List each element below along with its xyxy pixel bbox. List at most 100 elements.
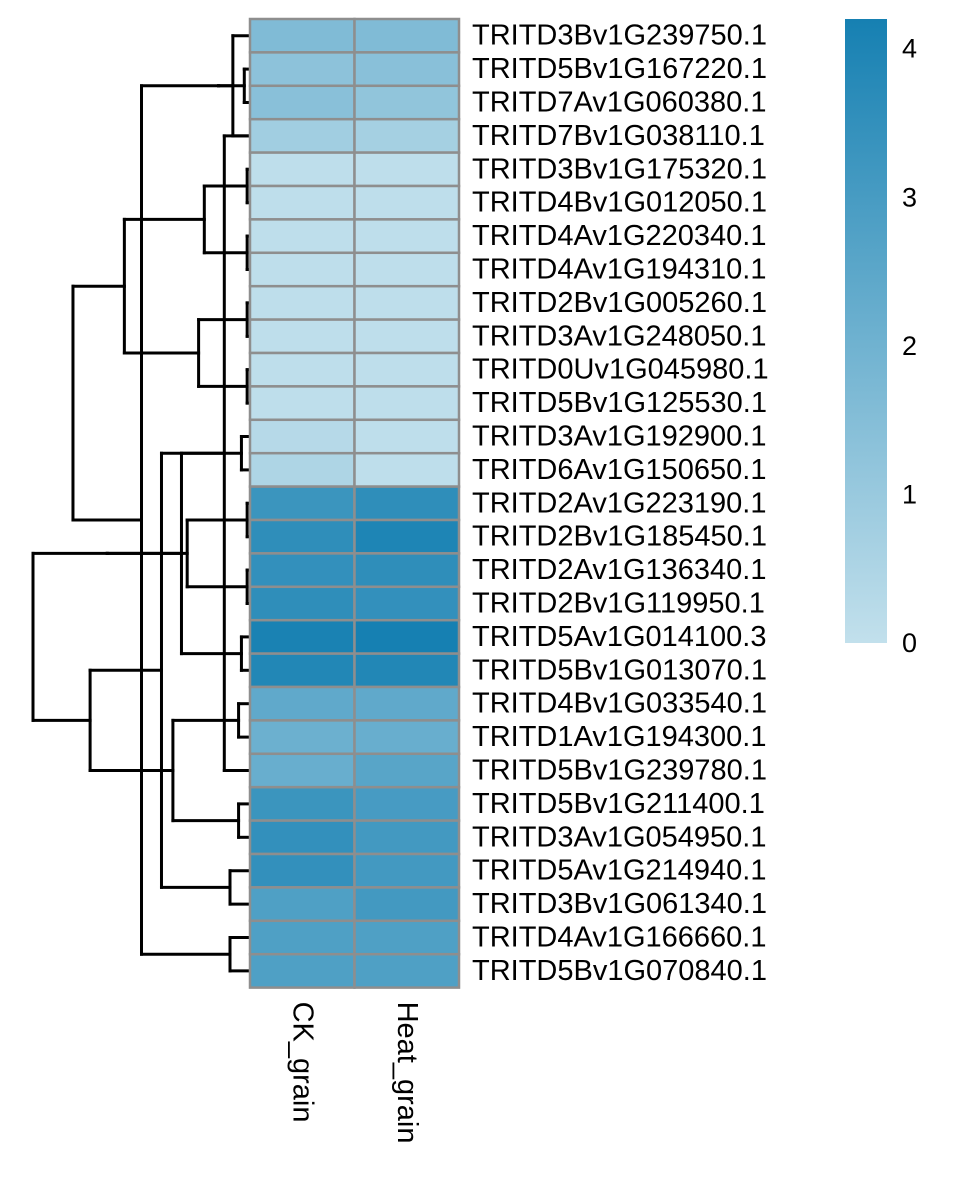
legend-tick-label: 4 bbox=[902, 34, 917, 64]
heatmap-cell bbox=[248, 51, 356, 88]
row-dendrogram bbox=[31, 34, 252, 973]
heatmap-cell bbox=[353, 652, 461, 689]
legend-tick-label: 0 bbox=[902, 628, 917, 658]
heatmap-cell bbox=[353, 819, 461, 856]
heatmap-cell bbox=[353, 51, 461, 88]
heatmap-cell bbox=[248, 351, 356, 388]
legend-ticks: 0 1 2 3 4 bbox=[902, 34, 917, 658]
heatmap-cell bbox=[353, 151, 461, 188]
row-label: TRITD5Bv1G070840.1 bbox=[472, 955, 767, 987]
heatmap-cell bbox=[248, 785, 356, 822]
row-label: TRITD3Bv1G175320.1 bbox=[472, 153, 767, 185]
row-label: TRITD4Bv1G012050.1 bbox=[472, 187, 767, 219]
heatmap-cell bbox=[248, 886, 356, 923]
heatmap-cell bbox=[248, 485, 356, 522]
heatmap-cell bbox=[353, 685, 461, 722]
heatmap-cell bbox=[353, 752, 461, 789]
row-label: TRITD2Av1G223190.1 bbox=[472, 487, 766, 519]
heatmap-cell bbox=[248, 84, 356, 121]
heatmap-cell bbox=[353, 785, 461, 822]
heatmap-cell bbox=[353, 451, 461, 488]
row-label: TRITD5Bv1G167220.1 bbox=[472, 53, 767, 85]
heatmap-cell bbox=[353, 218, 461, 255]
heatmap-cell bbox=[248, 919, 356, 956]
heatmap-cell bbox=[248, 184, 356, 221]
row-label: TRITD0Uv1G045980.1 bbox=[472, 354, 769, 386]
row-label: TRITD2Bv1G185450.1 bbox=[472, 521, 767, 553]
row-label: TRITD3Av1G054950.1 bbox=[472, 821, 766, 853]
heatmap-cell bbox=[353, 418, 461, 455]
heatmap-cell bbox=[353, 251, 461, 288]
heatmap-cell bbox=[353, 919, 461, 956]
row-label: TRITD7Bv1G038110.1 bbox=[472, 120, 765, 152]
heatmap-cell bbox=[353, 84, 461, 121]
legend-tick-label: 2 bbox=[902, 331, 917, 361]
heatmap-cell bbox=[248, 685, 356, 722]
heatmap-cell bbox=[248, 418, 356, 455]
row-label: TRITD5Bv1G125530.1 bbox=[472, 387, 767, 419]
row-label: TRITD3Bv1G061340.1 bbox=[472, 888, 767, 920]
row-label: TRITD5Bv1G013070.1 bbox=[472, 654, 767, 686]
heatmap-cell bbox=[248, 585, 356, 622]
row-label: TRITD5Av1G014100.3 bbox=[472, 621, 766, 653]
row-label: TRITD4Av1G220340.1 bbox=[472, 220, 766, 252]
heatmap-cell bbox=[248, 819, 356, 856]
row-label: TRITD6Av1G150650.1 bbox=[472, 454, 766, 486]
color-legend: 0 1 2 3 4 bbox=[845, 19, 917, 658]
heatmap-cell bbox=[248, 952, 356, 989]
row-label: TRITD5Bv1G211400.1 bbox=[472, 788, 765, 820]
heatmap-cell bbox=[353, 585, 461, 622]
row-label: TRITD1Av1G194300.1 bbox=[472, 721, 766, 753]
heatmap-cell bbox=[248, 218, 356, 255]
legend-tick-label: 1 bbox=[902, 479, 917, 509]
row-label: TRITD3Av1G192900.1 bbox=[472, 421, 766, 453]
heatmap-cell bbox=[248, 752, 356, 789]
row-label: TRITD4Bv1G033540.1 bbox=[472, 688, 767, 720]
heatmap-cell bbox=[248, 518, 356, 555]
row-label: TRITD4Av1G166660.1 bbox=[472, 922, 766, 954]
row-label: TRITD7Av1G060380.1 bbox=[472, 87, 766, 119]
heatmap-cell bbox=[248, 652, 356, 689]
heatmap-cell bbox=[248, 117, 356, 154]
heatmap-cells bbox=[248, 17, 461, 989]
heatmap-cell bbox=[248, 17, 356, 54]
heatmap-cell bbox=[353, 886, 461, 923]
row-labels: TRITD3Bv1G239750.1TRITD5Bv1G167220.1TRIT… bbox=[472, 20, 769, 987]
legend-tick-label: 3 bbox=[902, 182, 917, 212]
heatmap-cell bbox=[353, 952, 461, 989]
heatmap-cell bbox=[353, 385, 461, 422]
column-label: CK_grain bbox=[286, 1002, 318, 1123]
heatmap-cell bbox=[353, 184, 461, 221]
row-label: TRITD4Av1G194310.1 bbox=[472, 254, 766, 286]
heatmap-cell bbox=[353, 518, 461, 555]
heatmap-cell bbox=[353, 284, 461, 321]
heatmap-cell bbox=[248, 719, 356, 756]
column-label: Heat_grain bbox=[391, 1002, 423, 1144]
heatmap-cell bbox=[353, 719, 461, 756]
heatmap-cell bbox=[248, 852, 356, 889]
row-label: TRITD2Av1G136340.1 bbox=[472, 554, 766, 586]
heatmap-cell bbox=[248, 318, 356, 355]
row-label: TRITD5Bv1G239780.1 bbox=[472, 755, 767, 787]
heatmap-cell bbox=[353, 852, 461, 889]
heatmap-cell bbox=[248, 618, 356, 655]
heatmap-cell bbox=[248, 251, 356, 288]
heatmap-cell bbox=[248, 451, 356, 488]
legend-color-bar bbox=[845, 19, 887, 643]
row-label: TRITD2Bv1G119950.1 bbox=[472, 588, 765, 620]
heatmap-cell bbox=[248, 151, 356, 188]
heatmap-cell bbox=[353, 618, 461, 655]
heatmap-cell bbox=[353, 351, 461, 388]
column-labels: CK_grain Heat_grain bbox=[286, 1002, 423, 1144]
row-label: TRITD3Bv1G239750.1 bbox=[472, 20, 767, 52]
heatmap-cell bbox=[353, 485, 461, 522]
heatmap-cell bbox=[248, 284, 356, 321]
row-label: TRITD3Av1G248050.1 bbox=[472, 320, 766, 352]
heatmap-cell bbox=[353, 318, 461, 355]
heatmap-cell bbox=[248, 552, 356, 589]
row-label: TRITD2Bv1G005260.1 bbox=[472, 287, 767, 319]
heatmap-cell bbox=[353, 117, 461, 154]
heatmap-cell bbox=[248, 385, 356, 422]
row-label: TRITD5Av1G214940.1 bbox=[472, 855, 766, 887]
